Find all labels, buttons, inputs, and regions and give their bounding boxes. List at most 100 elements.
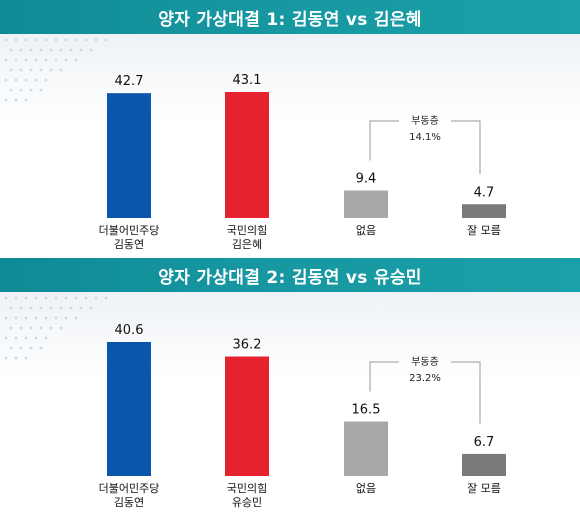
decor-dot xyxy=(34,38,38,42)
decor-dot xyxy=(29,68,33,72)
category-label-3-line-1: 없음 xyxy=(356,224,376,237)
decor-dot xyxy=(34,58,38,62)
category-label-3-line-1: 없음 xyxy=(356,482,376,495)
decor-dot xyxy=(59,326,63,330)
decor-dot xyxy=(24,58,28,62)
decor-dot xyxy=(24,78,28,82)
category-label-1-line-1: 더불어민주당 xyxy=(99,482,160,495)
decor-dot xyxy=(14,296,18,300)
decor-dot xyxy=(9,306,13,310)
decor-dot xyxy=(24,98,28,102)
decor-dot xyxy=(104,38,108,42)
data-label-2: 43.1 xyxy=(233,73,262,88)
decor-dot xyxy=(94,296,98,300)
decor-dot xyxy=(89,48,93,52)
decor-dot xyxy=(19,306,23,310)
decor-dot xyxy=(29,326,33,330)
data-label-4: 6.7 xyxy=(474,435,495,450)
decor-dot xyxy=(39,306,43,310)
decor-dot xyxy=(14,316,18,320)
decor-dot xyxy=(84,38,88,42)
bar-3 xyxy=(344,190,388,218)
decor-dot xyxy=(54,38,58,42)
decor-dot xyxy=(4,336,8,340)
data-label-4: 4.7 xyxy=(474,185,495,200)
decor-dot xyxy=(39,48,43,52)
decorative-dots-2 xyxy=(4,296,108,360)
decor-dot xyxy=(89,306,93,310)
decor-dot xyxy=(24,356,28,360)
chart-1-panel: 42.7 더불어민주당 김동연 43.1 국민의힘 김은혜 9.4 없음 4.7 잘 모름 부동층 1… xyxy=(0,34,580,258)
decor-dot xyxy=(49,68,53,72)
category-label-2-line-2: 유승민 xyxy=(232,496,262,509)
decor-dot xyxy=(29,48,33,52)
decor-dot xyxy=(19,48,23,52)
decor-dot xyxy=(59,48,63,52)
bar-2 xyxy=(225,92,269,218)
decor-dot xyxy=(24,296,28,300)
decor-dot xyxy=(39,326,43,330)
decor-dot xyxy=(14,356,18,360)
decor-dot xyxy=(59,68,63,72)
decor-dot xyxy=(9,48,13,52)
data-label-1: 42.7 xyxy=(115,74,144,89)
decor-dot xyxy=(74,316,78,320)
bracket-label: 부동층 xyxy=(411,356,439,368)
decor-dot xyxy=(9,68,13,72)
bar-4 xyxy=(462,204,506,218)
decor-dot xyxy=(44,58,48,62)
decor-dot xyxy=(34,336,38,340)
decor-dot xyxy=(29,346,33,350)
bar-4 xyxy=(462,453,506,476)
bracket-value: 14.1% xyxy=(409,132,441,143)
category-label-4-line-1: 잘 모름 xyxy=(467,482,501,495)
bracket-right xyxy=(451,120,481,175)
bracket-left xyxy=(369,120,399,161)
decor-dot xyxy=(14,58,18,62)
decor-dot xyxy=(54,296,58,300)
decor-dot xyxy=(34,316,38,320)
decor-dot xyxy=(39,68,43,72)
decor-dot xyxy=(64,38,68,42)
decor-dot xyxy=(74,296,78,300)
bracket-value: 23.2% xyxy=(409,373,441,384)
decor-dot xyxy=(4,78,8,82)
category-label-4-line-1: 잘 모름 xyxy=(467,224,501,237)
decor-dot xyxy=(44,78,48,82)
chart-2-panel: 40.6 더불어민주당 김동연 36.2 국민의힘 유승민 16.5 없음 6.7 잘 모름 부동층… xyxy=(0,292,580,517)
category-label-2-line-1: 국민의힘 xyxy=(227,482,267,495)
decor-dot xyxy=(14,38,18,42)
decor-dot xyxy=(19,346,23,350)
bar-1 xyxy=(107,342,151,476)
bracket-right xyxy=(451,361,481,424)
data-label-2: 36.2 xyxy=(233,338,262,353)
decor-dot xyxy=(34,296,38,300)
decor-dot xyxy=(19,326,23,330)
bar-3 xyxy=(344,421,388,476)
decor-dot xyxy=(14,98,18,102)
decor-dot xyxy=(74,58,78,62)
decor-dot xyxy=(64,296,68,300)
decor-dot xyxy=(44,38,48,42)
chart-1-title: 양자 가상대결 1: 김동연 vs 김은혜 xyxy=(0,0,580,34)
decor-dot xyxy=(19,88,23,92)
decor-dot xyxy=(74,38,78,42)
decor-dot xyxy=(64,316,68,320)
data-label-1: 40.6 xyxy=(115,323,144,338)
category-label-1-line-1: 더불어민주당 xyxy=(99,224,160,237)
decor-dot xyxy=(69,306,73,310)
decor-dot xyxy=(79,306,83,310)
decor-dot xyxy=(24,336,28,340)
decor-dot xyxy=(14,336,18,340)
decor-dot xyxy=(49,306,53,310)
decor-dot xyxy=(34,78,38,82)
decor-dot xyxy=(4,296,8,300)
decor-dot xyxy=(4,98,8,102)
decor-dot xyxy=(59,306,63,310)
decor-dot xyxy=(44,336,48,340)
decor-dot xyxy=(19,68,23,72)
category-label-1-line-2: 김동연 xyxy=(114,238,144,251)
